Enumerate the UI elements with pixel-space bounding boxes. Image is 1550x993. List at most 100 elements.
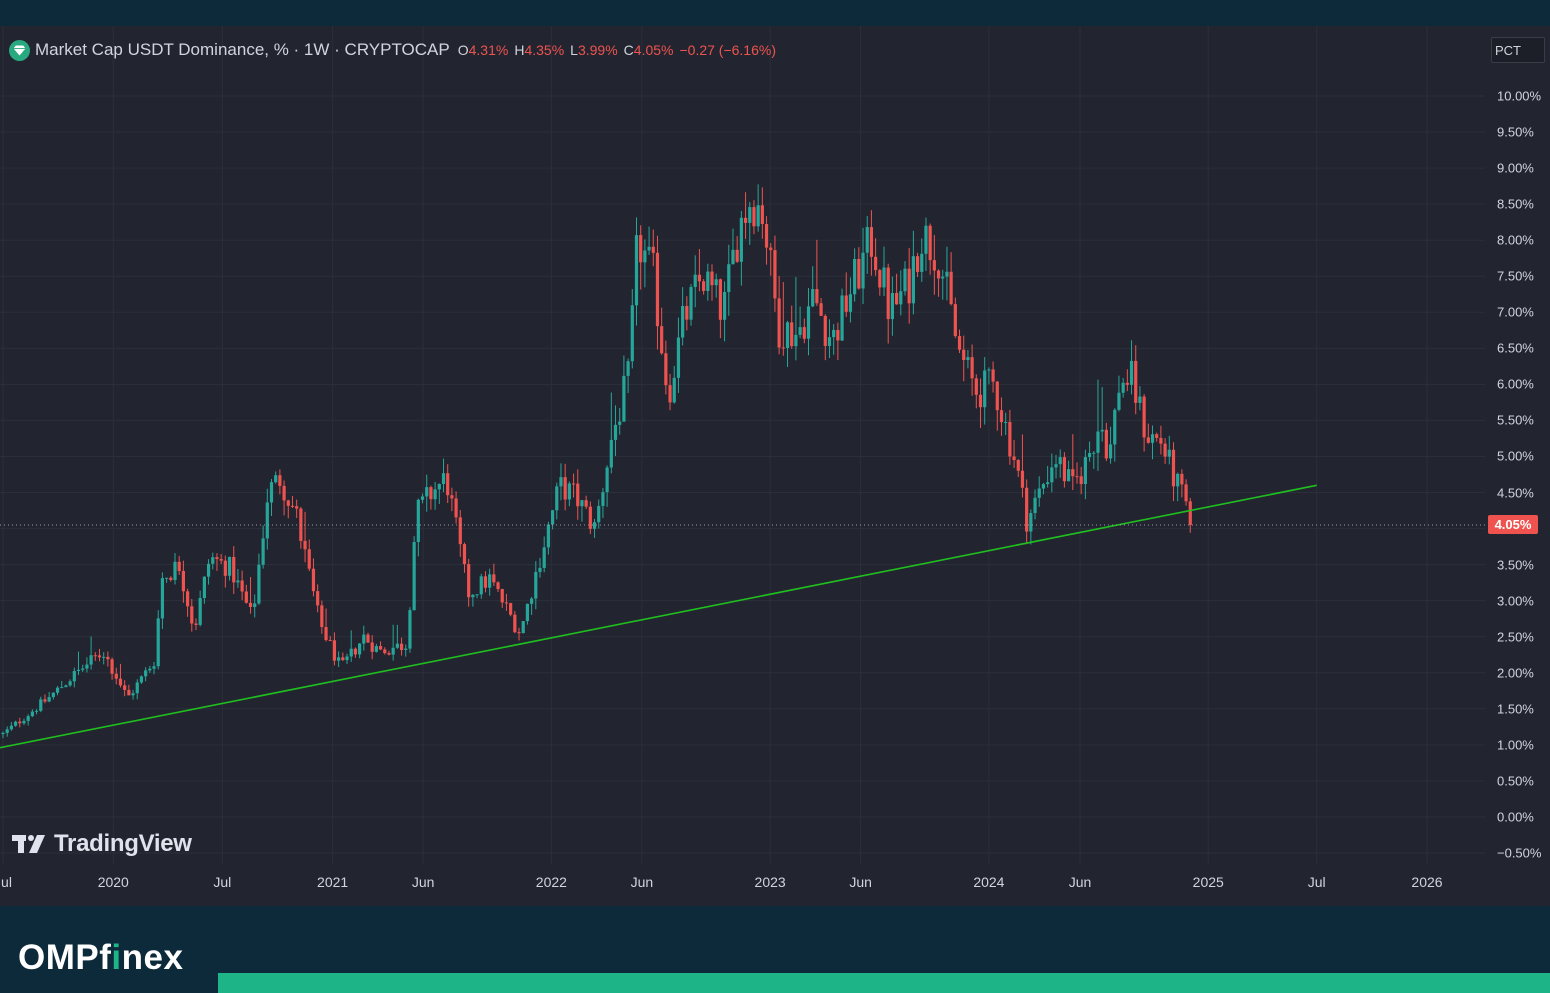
candle-body xyxy=(907,268,911,304)
candle-up xyxy=(206,559,211,585)
candle-up xyxy=(676,317,681,393)
candle-body xyxy=(1041,484,1046,489)
candle-body xyxy=(827,337,832,347)
candle-down xyxy=(504,593,509,611)
candle-up xyxy=(714,273,718,298)
candle-up xyxy=(530,596,534,615)
candle-down xyxy=(769,243,773,276)
candle-down xyxy=(857,247,861,290)
candle-up xyxy=(920,238,924,282)
candle-down xyxy=(462,542,467,573)
candle-down xyxy=(332,632,337,666)
candle-body xyxy=(55,687,60,693)
y-tick-label: 9.50% xyxy=(1497,124,1534,140)
candle-down xyxy=(399,637,404,656)
candle-up xyxy=(634,217,639,326)
candle-down xyxy=(97,648,102,662)
candle-body xyxy=(534,571,538,599)
price-plot[interactable] xyxy=(0,26,1550,906)
candle-up xyxy=(1004,412,1008,436)
candle-body xyxy=(278,475,282,486)
candle-up xyxy=(475,594,479,599)
tradingview-logo-icon xyxy=(12,835,45,853)
candle-body xyxy=(613,424,618,440)
candle-down xyxy=(1146,423,1150,444)
candle-up xyxy=(630,289,634,369)
candle-down xyxy=(383,647,387,655)
candle-body xyxy=(630,305,634,362)
candle-up xyxy=(941,269,945,300)
candle-down xyxy=(764,216,769,265)
candle-down xyxy=(177,555,181,575)
candle-down xyxy=(571,473,576,498)
candle-down xyxy=(181,560,185,603)
candle-body xyxy=(471,594,475,598)
x-tick-label: Jun xyxy=(411,874,435,890)
candle-up xyxy=(903,261,907,296)
candle-up xyxy=(404,644,408,657)
candle-body xyxy=(924,225,928,254)
scale-mode-button[interactable]: PCT xyxy=(1491,37,1545,63)
candle-up xyxy=(622,355,626,422)
candle-body xyxy=(970,357,974,379)
candle-body xyxy=(345,656,349,661)
candle-body xyxy=(978,394,983,408)
candle-down xyxy=(915,252,920,277)
candle-body xyxy=(605,467,609,493)
candle-body xyxy=(177,561,181,572)
candle-down xyxy=(1134,345,1138,415)
candle-up xyxy=(806,288,811,356)
candle-up xyxy=(580,499,584,522)
candle-down xyxy=(584,495,588,510)
candle-down xyxy=(962,335,966,382)
candle-body xyxy=(1180,473,1184,485)
candle-body xyxy=(152,666,156,669)
candle-up xyxy=(1087,441,1092,462)
candle-up xyxy=(22,718,26,726)
candle-up xyxy=(265,488,269,550)
candle-down xyxy=(999,397,1004,436)
candle-up xyxy=(173,552,177,585)
candle-body xyxy=(592,522,597,529)
chart-panel[interactable]: Market Cap USDT Dominance, % · 1W · CRYP… xyxy=(0,26,1550,906)
support-trendline[interactable] xyxy=(0,484,1317,749)
candle-down xyxy=(43,694,47,704)
candle-down xyxy=(219,553,223,565)
candle-up xyxy=(47,692,51,703)
candle-down xyxy=(664,340,668,395)
candle-down xyxy=(240,570,244,601)
candle-down xyxy=(1025,479,1029,545)
candle-down xyxy=(282,480,286,516)
candle-body xyxy=(576,483,580,507)
candle-down xyxy=(286,499,290,519)
candle-body xyxy=(1108,444,1113,459)
candle-body xyxy=(848,294,853,312)
candle-body xyxy=(664,353,668,386)
candle-up xyxy=(722,281,727,342)
candle-up xyxy=(261,525,265,569)
candle-down xyxy=(483,571,488,593)
low-value: 3.99% xyxy=(577,42,618,58)
candle-body xyxy=(832,329,836,338)
candle-body xyxy=(316,591,320,606)
y-tick-label: 2.00% xyxy=(1497,665,1534,681)
candle-body xyxy=(815,289,819,304)
candle-body xyxy=(819,303,823,316)
candle-up xyxy=(1,731,5,739)
candle-down xyxy=(1155,432,1159,442)
high-value: 4.35% xyxy=(524,42,565,58)
candle-up xyxy=(1096,379,1100,471)
candle-down xyxy=(974,374,978,409)
candle-up xyxy=(274,471,278,484)
candle-body xyxy=(261,538,265,565)
candle-down xyxy=(324,608,328,642)
candle-body xyxy=(1062,457,1067,482)
candle-up xyxy=(601,487,605,518)
candle-body xyxy=(303,540,307,550)
candle-up xyxy=(1029,509,1033,545)
candle-down xyxy=(169,576,173,582)
candle-body xyxy=(1058,457,1062,465)
symbol-title[interactable]: Market Cap USDT Dominance, % · 1W · CRYP… xyxy=(35,40,450,59)
candle-down xyxy=(777,275,781,355)
candle-body xyxy=(542,547,546,568)
